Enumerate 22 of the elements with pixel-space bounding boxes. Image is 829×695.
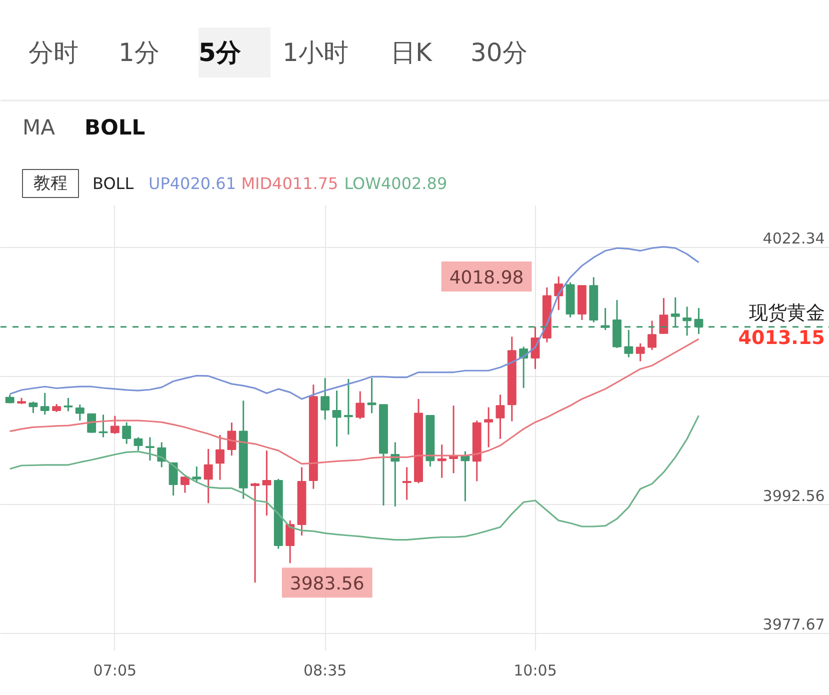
text: 分时 [28,38,78,67]
x-tick-label: 07:05 [93,662,137,680]
text: MID4011.75 [241,174,338,193]
text: 1小时 [282,38,348,67]
text: 1分 [118,38,160,67]
text: BOLL [84,116,146,140]
text: 5分 [198,38,242,67]
text: MA [22,116,56,140]
text: 30分 [470,38,528,67]
text: UP4020.61 [148,174,236,193]
text: 教程 [34,174,68,194]
text: LOW4002.89 [344,174,448,193]
y-tick-label: 4022.34 [762,229,825,248]
y-tick-label: 3977.67 [762,615,825,634]
annotation: 3983.56 [290,574,364,595]
x-tick-label: 08:35 [303,662,347,680]
y-tick-label: 3992.56 [762,486,825,505]
x-tick-label: 10:05 [514,662,557,680]
legend-title: BOLL [92,174,134,193]
text: 日K [390,38,432,67]
annotation: 4018.98 [449,268,524,289]
ref-line-label: 现货黄金 4013.15 [738,302,825,349]
